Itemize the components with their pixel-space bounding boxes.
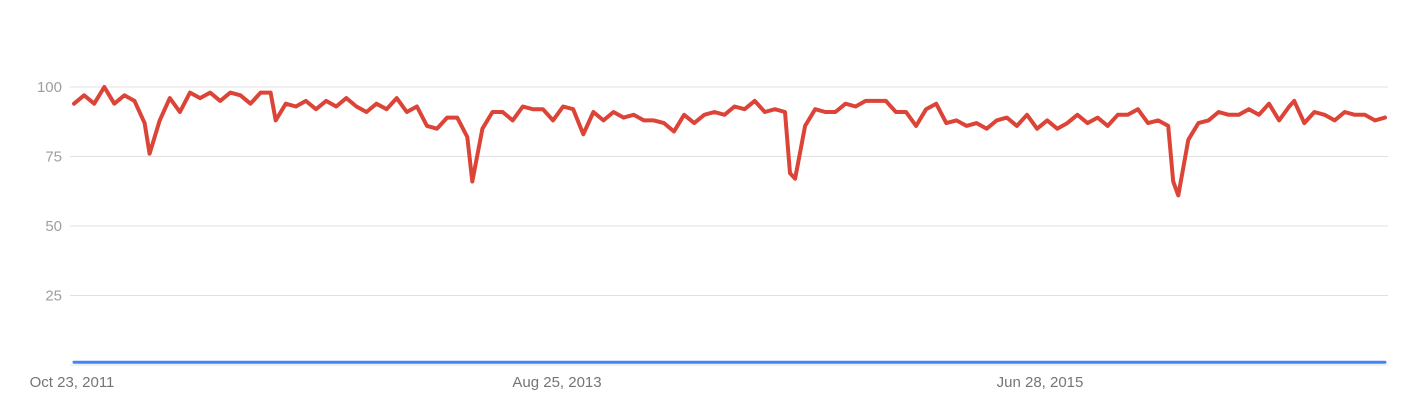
y-tick-label: 100 <box>37 79 62 96</box>
y-axis-ticks: 25 50 75 100 <box>37 79 62 305</box>
series-line-1 <box>74 87 1385 195</box>
gridlines <box>70 87 1388 365</box>
y-tick-label: 25 <box>45 288 62 305</box>
x-tick-label: Aug 25, 2013 <box>512 374 601 391</box>
x-tick-label: Oct 23, 2011 <box>30 374 115 391</box>
y-tick-label: 50 <box>45 218 62 235</box>
x-axis-ticks: Oct 23, 2011 Aug 25, 2013 Jun 28, 2015 <box>30 374 1084 391</box>
x-tick-label: Jun 28, 2015 <box>997 374 1084 391</box>
y-tick-label: 75 <box>45 149 62 166</box>
series-lines <box>74 87 1385 362</box>
